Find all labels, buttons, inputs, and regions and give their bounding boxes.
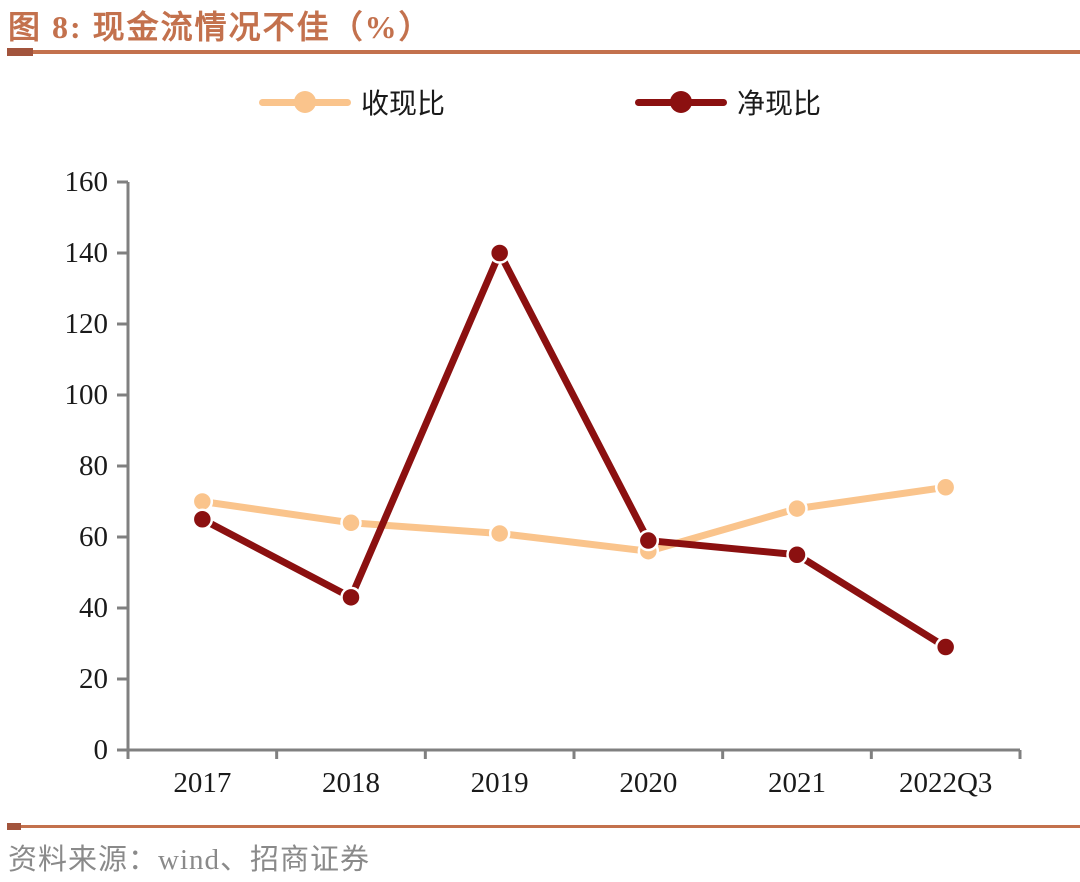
data-point-净现比-2022Q3 bbox=[934, 636, 957, 658]
title-divider-accent bbox=[7, 48, 33, 56]
x-tick-label: 2020 bbox=[619, 767, 677, 799]
x-tick-label: 2018 bbox=[322, 767, 380, 799]
legend-dot-icon bbox=[670, 91, 692, 113]
data-point-净现比-2019 bbox=[488, 242, 511, 264]
legend-dot-icon bbox=[293, 91, 316, 113]
x-tick-label: 2019 bbox=[471, 767, 529, 799]
legend-line-dot-marker-dark bbox=[635, 91, 727, 113]
y-tick-label: 140 bbox=[65, 237, 109, 269]
source-note: 资料来源：wind、招商证券 bbox=[8, 844, 371, 876]
legend-line-dot-marker-light bbox=[258, 91, 351, 113]
data-point-净现比-2020 bbox=[637, 529, 660, 552]
title-divider bbox=[7, 48, 1080, 56]
figure-title: 图 8: 现金流情况不佳（%） bbox=[8, 9, 433, 45]
chart-legend: 收现比 净现比 bbox=[0, 82, 1080, 122]
footer-divider bbox=[7, 823, 1080, 830]
footer-divider-accent bbox=[7, 823, 21, 830]
series-line-收现比 bbox=[198, 483, 950, 555]
y-tick-label: 0 bbox=[94, 734, 109, 766]
x-tick-label: 2017 bbox=[173, 767, 231, 799]
line-chart-area: 0 20 40 60 80 100 120 140 160 2017 2018 2019 2020 202… bbox=[0, 135, 1080, 815]
legend-item-light-series: 收现比 bbox=[258, 82, 445, 122]
y-tick-label: 120 bbox=[65, 308, 109, 340]
data-point-收现比-2022Q3 bbox=[934, 476, 957, 499]
data-point-收现比-2019 bbox=[488, 522, 511, 545]
line-chart: 0 20 40 60 80 100 120 140 160 2017 2018 2019 2020 202… bbox=[65, 166, 1022, 799]
y-tick-label: 40 bbox=[79, 592, 108, 624]
data-point-收现比-2017 bbox=[191, 490, 214, 513]
y-tick-label: 160 bbox=[65, 166, 109, 198]
data-point-收现比-2021 bbox=[786, 497, 808, 520]
series-line-净现比 bbox=[198, 249, 950, 651]
x-tick-label: 2022Q3 bbox=[899, 767, 992, 799]
legend-label-light-series: 收现比 bbox=[360, 89, 445, 120]
legend-item-dark-series: 净现比 bbox=[635, 82, 821, 122]
x-tick-label: 2021 bbox=[768, 767, 826, 799]
data-point-收现比-2018 bbox=[340, 512, 362, 534]
data-point-净现比-2021 bbox=[786, 544, 808, 566]
data-point-净现比-2018 bbox=[340, 586, 362, 609]
data-point-净现比-2017 bbox=[191, 508, 214, 530]
y-tick-label: 100 bbox=[65, 379, 109, 411]
y-tick-label: 60 bbox=[79, 521, 108, 553]
y-tick-label: 20 bbox=[79, 663, 108, 695]
y-tick-label: 80 bbox=[79, 450, 108, 482]
legend-label-dark-series: 净现比 bbox=[737, 89, 822, 120]
